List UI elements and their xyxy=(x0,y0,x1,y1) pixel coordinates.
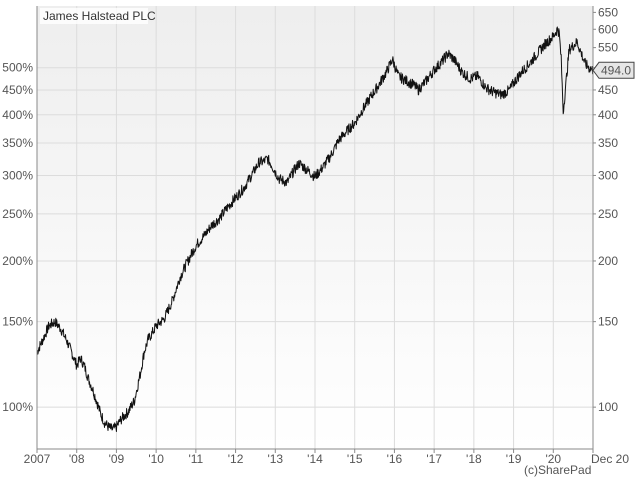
right-tick-label: 400 xyxy=(598,108,618,122)
x-tick-label: '17 xyxy=(426,452,442,466)
last-price-tag: 494.0 xyxy=(592,61,635,79)
right-tick-label: 100 xyxy=(598,400,618,414)
left-tick-label: 300% xyxy=(2,168,33,182)
right-tick-label: 150 xyxy=(598,315,618,329)
right-tick-label: 350 xyxy=(598,136,618,150)
x-tick-label: '11 xyxy=(188,452,203,466)
right-tick-label: 450 xyxy=(598,83,618,97)
x-tick-label: '12 xyxy=(228,452,244,466)
last-price-tag-shape xyxy=(592,61,635,79)
x-tick-label: '10 xyxy=(148,452,164,466)
chart-title-background xyxy=(40,8,148,24)
right-tick-label: 200 xyxy=(598,254,618,268)
x-tick-label: '20 xyxy=(545,452,561,466)
right-axis-ticks: 100150200250300350400450500550600650 xyxy=(593,5,618,414)
series-layer xyxy=(36,26,594,432)
x-tick-label: '15 xyxy=(347,452,363,466)
x-tick-label: Dec 20 xyxy=(591,452,629,466)
x-tick-label: '19 xyxy=(506,452,522,466)
x-tick-label: '16 xyxy=(387,452,403,466)
x-tick-label: '18 xyxy=(466,452,482,466)
left-tick-label: 400% xyxy=(2,108,33,122)
left-tick-label: 100% xyxy=(2,400,33,414)
right-tick-label: 300 xyxy=(598,168,618,182)
x-axis-ticks: 2007 '08 '09 '10 '11 '12 '13 '14 '15 '16 '17 '18 '19… xyxy=(24,449,629,466)
right-tick-label: 250 xyxy=(598,207,618,221)
left-tick-label: 500% xyxy=(2,61,33,75)
right-tick-label: 550 xyxy=(598,41,618,55)
x-tick-label: 2007 xyxy=(24,452,51,466)
watermark: (c)SharePad xyxy=(524,463,591,477)
left-tick-label: 450% xyxy=(2,83,33,97)
price-series-line xyxy=(36,26,594,432)
right-tick-label: 650 xyxy=(598,5,618,19)
right-tick-label: 600 xyxy=(598,22,618,36)
left-tick-label: 250% xyxy=(2,207,33,221)
x-tick-label: '08 xyxy=(69,452,85,466)
left-tick-label: 350% xyxy=(2,136,33,150)
x-tick-label: '09 xyxy=(109,452,125,466)
left-tick-label: 200% xyxy=(2,254,33,268)
left-axis-ticks: 100% 150% 200% 250% 300% 350% 400% 450% 500% xyxy=(2,61,33,414)
last-price-label: 494.0 xyxy=(601,63,631,77)
x-tick-label: '13 xyxy=(267,452,283,466)
chart-title: James Halstead PLC xyxy=(43,9,156,23)
x-tick-label: '14 xyxy=(307,452,323,466)
left-tick-label: 150% xyxy=(2,315,33,329)
